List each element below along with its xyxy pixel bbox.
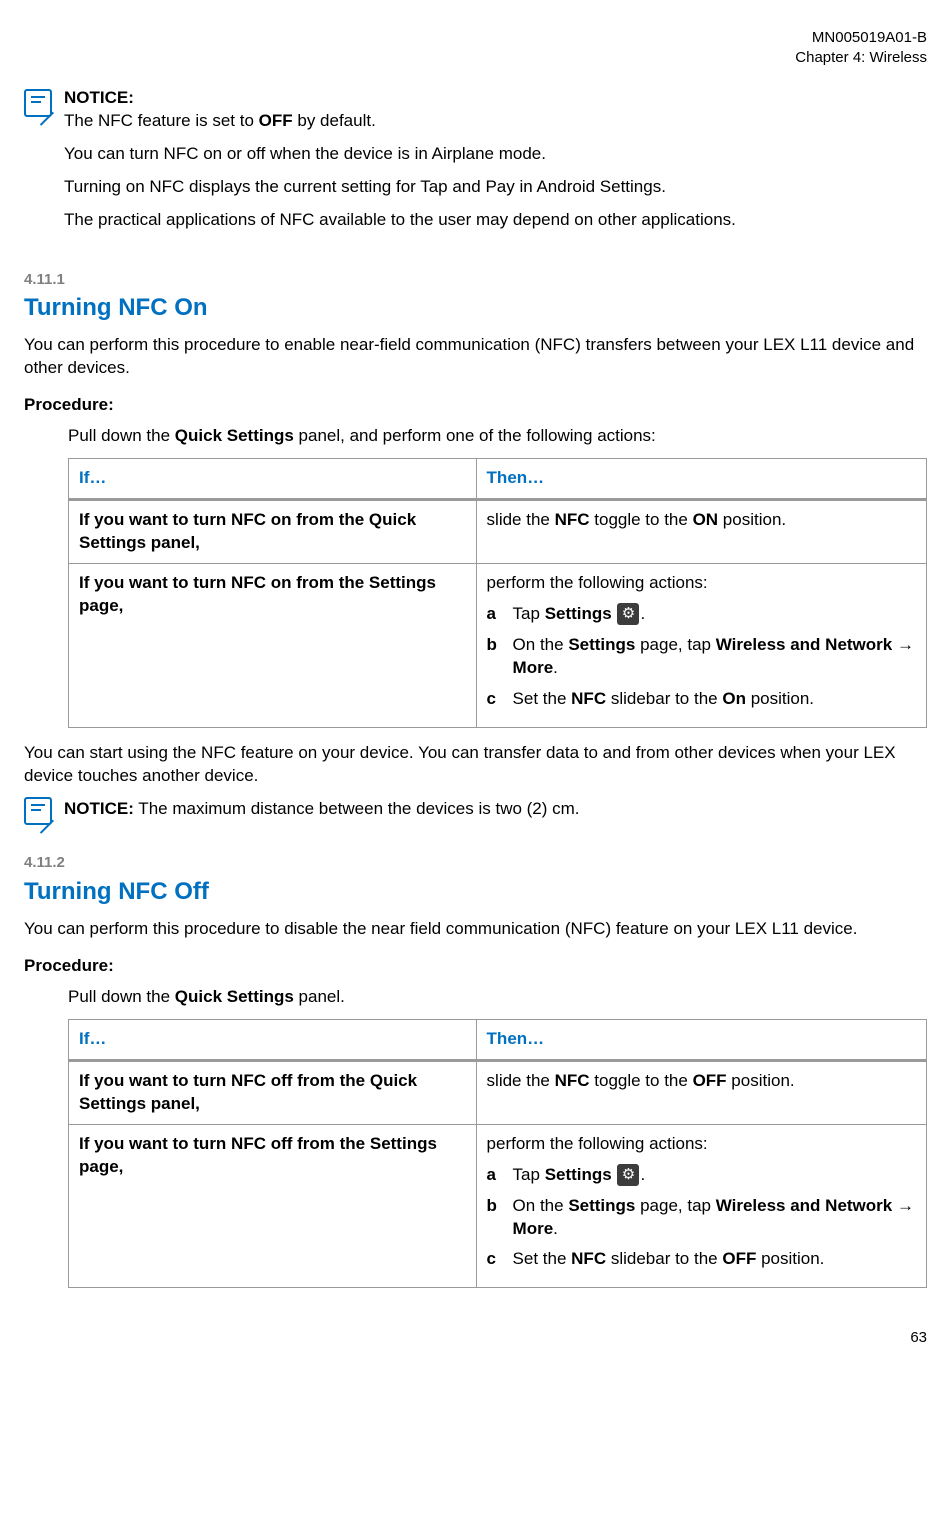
- page-header: MN005019A01-B Chapter 4: Wireless: [24, 28, 927, 67]
- then-cell: perform the following actions: a Tap Sett…: [476, 1124, 926, 1288]
- notice-icon: [24, 89, 52, 117]
- notice-line: NOTICE: The NFC feature is set to OFF by …: [64, 87, 736, 133]
- table-row: If you want to turn NFC off from the Set…: [69, 1124, 927, 1288]
- post-paragraph: You can start using the NFC feature on y…: [24, 742, 927, 788]
- step-label: a: [487, 603, 503, 626]
- if-text: If you want to turn NFC on from the Sett…: [79, 573, 436, 615]
- notice-line: Turning on NFC displays the current sett…: [64, 176, 736, 199]
- notice-line: The practical applications of NFC availa…: [64, 209, 736, 232]
- section-intro: You can perform this procedure to disabl…: [24, 918, 927, 941]
- page-number: 63: [24, 1328, 927, 1348]
- procedure-label: Procedure:: [24, 394, 927, 417]
- then-cell: slide the NFC toggle to the OFF position…: [476, 1060, 926, 1124]
- step-text: On the Settings page, tap Wireless and N…: [513, 634, 916, 680]
- step-text: Tap Settings .: [513, 1164, 916, 1187]
- if-text: If you want to turn NFC off from the Set…: [79, 1134, 437, 1176]
- col-then: Then…: [476, 459, 926, 500]
- col-if: If…: [69, 459, 477, 500]
- step-label: b: [487, 1195, 503, 1241]
- section-title: Turning NFC Off: [24, 876, 927, 908]
- notice-body: NOTICE: The NFC feature is set to OFF by …: [64, 87, 736, 242]
- notice-text: NOTICE: The maximum distance between the…: [64, 795, 580, 821]
- sub-steps: a Tap Settings . bOn the Settings page, t…: [487, 603, 916, 711]
- col-then: Then…: [476, 1019, 926, 1060]
- step-label: a: [487, 1164, 503, 1187]
- sub-step: a Tap Settings .: [487, 603, 916, 626]
- then-lead: perform the following actions:: [487, 1133, 916, 1156]
- step-text: Set the NFC slidebar to the OFF position…: [513, 1248, 916, 1271]
- chapter-label: Chapter 4: Wireless: [24, 48, 927, 68]
- section-number: 4.11.2: [24, 853, 927, 873]
- section-title: Turning NFC On: [24, 292, 927, 324]
- sub-step: c Set the NFC slidebar to the On position…: [487, 688, 916, 711]
- section-intro: You can perform this procedure to enable…: [24, 334, 927, 380]
- decision-table: If… Then… If you want to turn NFC off fr…: [68, 1019, 927, 1289]
- sub-step: bOn the Settings page, tap Wireless and …: [487, 1195, 916, 1241]
- col-if: If…: [69, 1019, 477, 1060]
- decision-table: If… Then… If you want to turn NFC on fro…: [68, 458, 927, 728]
- then-cell: slide the NFC toggle to the ON position.: [476, 500, 926, 564]
- sub-step: bOn the Settings page, tap Wireless and …: [487, 634, 916, 680]
- if-cell: If you want to turn NFC on from the Quic…: [69, 500, 477, 564]
- settings-icon: [617, 603, 639, 625]
- sub-step: c Set the NFC slidebar to the OFF positio…: [487, 1248, 916, 1271]
- notice-text: The NFC feature is set to OFF by default…: [64, 111, 376, 130]
- step-text: Set the NFC slidebar to the On position.: [513, 688, 916, 711]
- step-text: Tap Settings .: [513, 603, 916, 626]
- notice-line: You can turn NFC on or off when the devi…: [64, 143, 736, 166]
- step-label: c: [487, 1248, 503, 1271]
- if-text: If you want to turn NFC on from the Quic…: [79, 510, 416, 552]
- notice-top: NOTICE: The NFC feature is set to OFF by …: [24, 87, 927, 242]
- procedure-step: Pull down the Quick Settings panel, and …: [68, 425, 927, 448]
- notice-label: NOTICE:: [64, 88, 134, 107]
- procedure-label: Procedure:: [24, 955, 927, 978]
- notice-icon: [24, 797, 52, 825]
- if-text: If you want to turn NFC off from the Qui…: [79, 1071, 417, 1113]
- then-lead: perform the following actions:: [487, 572, 916, 595]
- notice-inline: NOTICE: The maximum distance between the…: [24, 795, 927, 825]
- step-label: b: [487, 634, 503, 680]
- section-number: 4.11.1: [24, 270, 927, 290]
- table-header-row: If… Then…: [69, 459, 927, 500]
- table-row: If you want to turn NFC on from the Sett…: [69, 563, 927, 727]
- table-row: If you want to turn NFC off from the Qui…: [69, 1060, 927, 1124]
- doc-id: MN005019A01-B: [24, 28, 927, 48]
- step-text: On the Settings page, tap Wireless and N…: [513, 1195, 916, 1241]
- if-cell: If you want to turn NFC on from the Sett…: [69, 563, 477, 727]
- settings-icon: [617, 1164, 639, 1186]
- sub-step: a Tap Settings .: [487, 1164, 916, 1187]
- table-header-row: If… Then…: [69, 1019, 927, 1060]
- sub-steps: a Tap Settings . bOn the Settings page, t…: [487, 1164, 916, 1272]
- then-cell: perform the following actions: a Tap Sett…: [476, 563, 926, 727]
- table-row: If you want to turn NFC on from the Quic…: [69, 500, 927, 564]
- if-cell: If you want to turn NFC off from the Qui…: [69, 1060, 477, 1124]
- procedure-step: Pull down the Quick Settings panel.: [68, 986, 927, 1009]
- step-label: c: [487, 688, 503, 711]
- if-cell: If you want to turn NFC off from the Set…: [69, 1124, 477, 1288]
